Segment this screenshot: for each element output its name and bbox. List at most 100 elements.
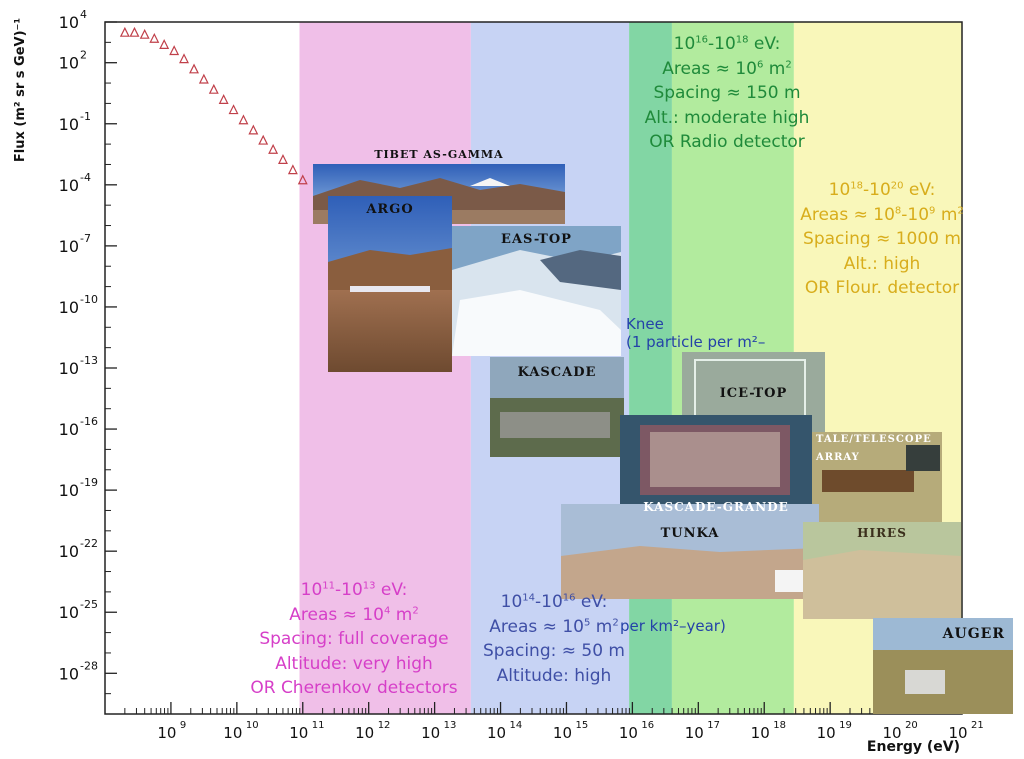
flux-point [228,104,239,115]
tunka-caption: TUNKA [660,526,720,541]
y-tick-label: 10 [59,359,79,378]
y-axis-title: Flux (m² sr s GeV)⁻¹ [13,18,28,162]
info-b1-sup-a: 11 [322,580,335,592]
y-tick-label: 10 [59,664,79,683]
label-tibet: TIBET AS-GAMMA [313,146,565,164]
x-tick-exponent: 11 [312,720,325,731]
info-b1-altitude: Altitude: very high [275,653,433,674]
info-b3-unit: eV: [748,34,781,54]
info-b4-areas: Areas ≈ 108-109 m2 [790,203,974,228]
flux-point [129,26,140,37]
x-tick-exponent: 19 [839,720,852,731]
info-b2-spacing: Spacing: ≈ 50 m [482,641,625,661]
info-b4-spacing: Spacing ≈ 1000 m [803,229,961,249]
info-b4-sup-a: 18 [850,180,863,192]
info-box-1016-1018: 1016-1018 eV: Areas ≈ 106 m2 Spacing ≈ 1… [624,32,830,155]
auger-caption: AUGER [942,626,1005,642]
y-tick-exponent: -19 [80,476,98,489]
info-b2-sup-b: 16 [562,592,576,604]
x-tick-label: 10 [355,724,374,742]
info-b1-areas-unit: m [390,604,413,625]
label-kascade: KASCADE [490,359,624,383]
info-b3-spacing: Spacing ≈ 150 m [653,83,801,103]
x-tick-label: 10 [223,724,242,742]
info-b4-areas-mid: -10 [901,204,930,225]
x-tick-label: 10 [948,724,967,742]
y-tick-label: 10 [59,176,79,195]
info-b3-detector: OR Radio detector [649,132,805,152]
y-tick-label: 10 [59,481,79,500]
x-tick-label: 10 [553,724,572,742]
y-tick-exponent: -10 [80,293,98,306]
photo-kascade [490,357,624,457]
experiment-photos [313,164,1013,714]
info-b4-range-a: 10 [828,180,851,200]
info-b1-sup-b: 13 [362,580,376,592]
info-b4-areas-sup: 8 [894,204,902,216]
info-b1-spacing: Spacing: full coverage [259,629,449,649]
y-tick-exponent: -22 [80,537,98,550]
photo-auger [873,618,1013,714]
flux-point [268,143,279,154]
kascade-caption: KASCADE [517,365,597,380]
x-tick-label: 10 [883,724,902,742]
x-tick-exponent: 18 [773,720,786,731]
tale-caption: TALE/TELESCOPE [816,434,932,445]
flux-point [218,94,229,104]
x-tick-exponent: 21 [971,720,984,731]
info-b4-range: 1018-1020 eV: [790,178,974,203]
info-b4-detector: OR Flour. detector [804,278,960,298]
info-b2-areas-text: Areas ≈ 10 [489,616,584,637]
x-tick-label: 10 [157,724,176,742]
info-b1-range-a: 10 [300,580,323,600]
y-tick-label: 10 [59,542,79,561]
info-b1-detector: OR Cherenkov detectors [250,678,458,698]
info-b2-range: 1014-1016 eV: [472,590,636,615]
y-tick-label: 10 [59,237,79,256]
info-b1-range-b: -10 [335,580,363,600]
info-b3-range-b: -10 [708,34,736,54]
flux-point [159,39,170,49]
x-tick-label: 10 [487,724,506,742]
photo-tunka [561,504,819,599]
info-b2-areas-unit: m [590,616,613,637]
info-b2-sup-a: 14 [522,592,535,604]
x-tick-exponent: 15 [575,720,588,731]
y-tick-label: 10 [59,420,79,439]
info-b3-areas-unit: m [763,58,786,79]
tale-caption-2: ARRAY [816,452,860,463]
info-b4-areas-sup2: 2 [957,204,964,216]
flux-point [248,124,259,135]
info-b2-areas-sup: 5 [583,616,591,628]
x-tick-exponent: 20 [905,720,918,731]
eastop-caption: EAS-TOP [501,232,572,247]
argo-caption: ARGO [366,202,414,217]
label-argo: ARGO [328,198,452,220]
label-eastop: EAS-TOP [452,228,621,250]
y-tick-exponent: -16 [80,415,98,428]
info-b1-range: 1011-1013 eV: [238,578,470,603]
label-tunka: TUNKA [561,522,819,546]
x-tick-exponent: 12 [378,720,391,731]
flux-point [208,83,219,94]
info-b4-altitude: Alt.: high [843,253,921,274]
photo-kascadegrande [620,415,812,518]
flux-point [169,45,180,56]
photo-argo [328,196,452,372]
info-b3-areas-text: Areas ≈ 10 [662,58,757,79]
info-b2-altitude: Altitude: high [496,665,612,686]
info-b4-areas-text: Areas ≈ 10 [800,204,895,225]
info-b3-altitude: Alt.: moderate high [644,107,810,128]
info-b1-areas-text: Areas ≈ 10 [289,604,384,625]
y-tick-exponent: -4 [80,171,91,184]
flux-point [258,134,269,145]
info-b4-sup-b: 20 [890,180,904,192]
label-kascadegrande: KASCADE-GRANDE [620,496,812,518]
info-b2-areas: Areas ≈ 105 m2 [472,615,636,640]
label-icetop: ICE-TOP [682,380,825,404]
flux-point [297,174,308,185]
x-axis-title: Energy (eV) [867,739,960,755]
info-b3-sup-a: 16 [695,34,708,46]
flux-point [278,154,288,164]
info-b3-areas: Areas ≈ 106 m2 [624,57,830,82]
